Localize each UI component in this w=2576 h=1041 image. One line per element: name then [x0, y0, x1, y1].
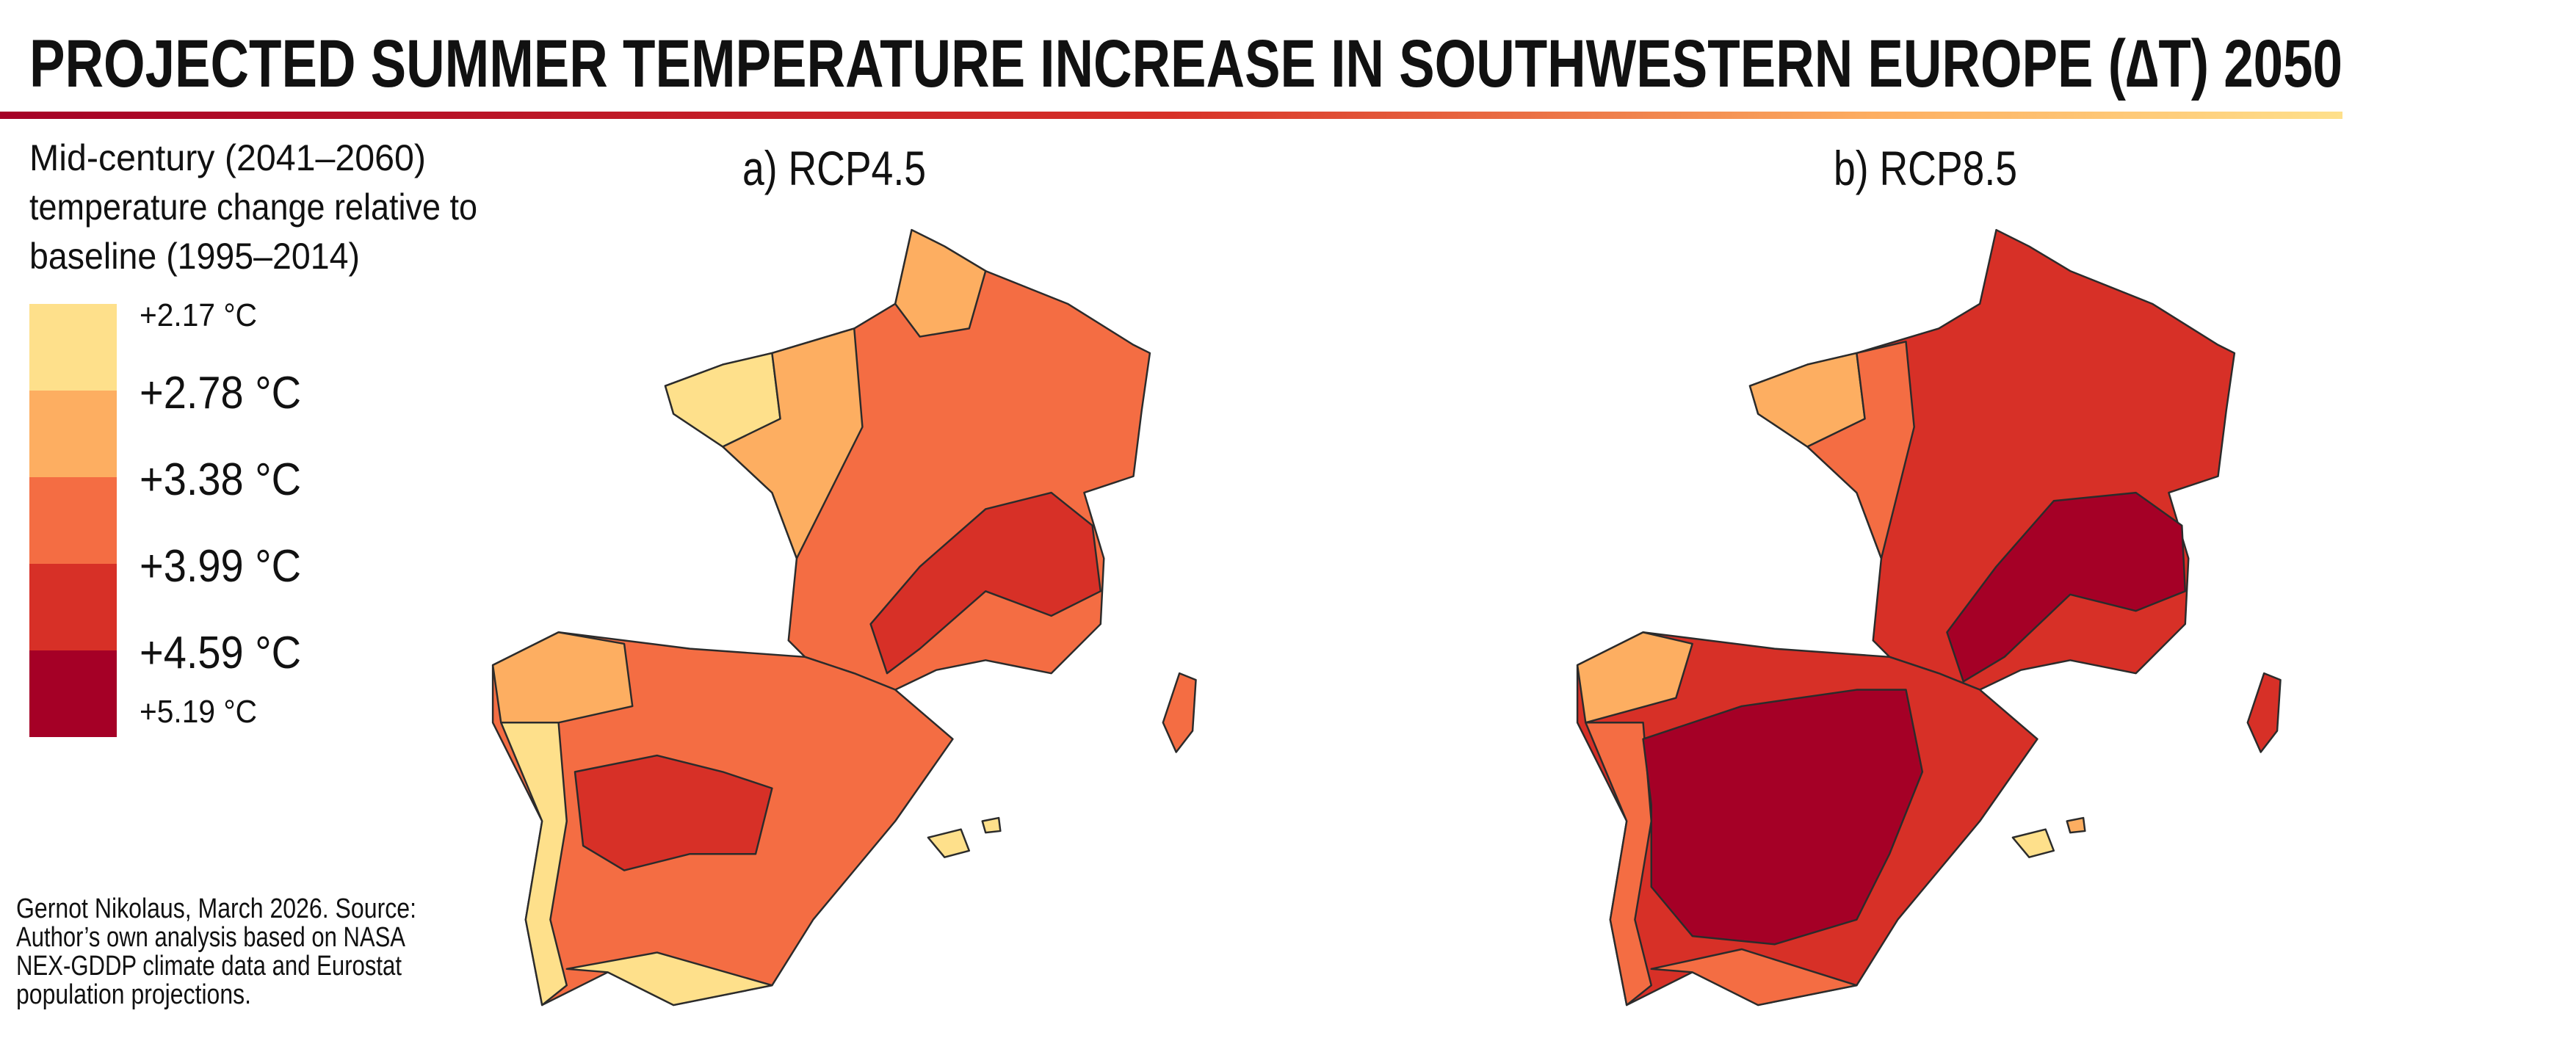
- region-balearics: [2011, 828, 2055, 858]
- legend: Mid-century (2041–2060) temperature chan…: [29, 137, 477, 737]
- map-rcp45: [491, 228, 1197, 1006]
- source-line: Author’s own analysis based on NASA: [16, 922, 406, 953]
- map-rcp85: [1576, 228, 2282, 1006]
- source-line: NEX-GDDP climate data and Eurostat: [16, 951, 402, 982]
- legend-label: +4.59 °C: [140, 628, 301, 678]
- legend-label: +3.38 °C: [140, 454, 301, 505]
- region-balearics: [927, 828, 971, 858]
- legend-swatch: [29, 304, 117, 391]
- legend-swatch: [29, 650, 117, 737]
- legend-title: Mid-century (2041–2060): [29, 137, 426, 178]
- legend-title: baseline (1995–2014): [29, 236, 360, 277]
- legend-swatch: [29, 391, 117, 477]
- region-rhone: [869, 491, 1102, 675]
- source-line: Gernot Nikolaus, March 2026. Source:: [16, 893, 416, 924]
- region-central-spain: [1642, 689, 1924, 946]
- source: Gernot Nikolaus, March 2026. Source: Aut…: [16, 893, 416, 1010]
- region-corsica: [1162, 672, 1197, 753]
- region-corsica: [2246, 672, 2282, 753]
- panel-title: b) RCP8.5: [1834, 141, 2017, 195]
- legend-label: +2.17 °C: [140, 297, 257, 333]
- title-rule: [0, 112, 2342, 119]
- region-balearics: [981, 816, 1002, 834]
- region-central-spain: [574, 754, 773, 871]
- region-rhone: [1946, 491, 2187, 683]
- region-portugal: [1585, 722, 1652, 1006]
- legend-swatch: [29, 477, 117, 564]
- region-balearics: [2066, 816, 2086, 834]
- region-west: [1806, 341, 1915, 559]
- legend-label: +3.99 °C: [140, 541, 301, 592]
- legend-label: +5.19 °C: [140, 694, 257, 730]
- region-galicia: [1576, 631, 1693, 724]
- legend-title: temperature change relative to: [29, 186, 477, 228]
- region-andalusia: [565, 951, 773, 1006]
- region-galicia: [491, 631, 634, 724]
- region-portugal: [500, 722, 568, 1006]
- source-line: population projections.: [16, 979, 251, 1010]
- legend-label: +2.78 °C: [140, 368, 301, 418]
- panel-title: a) RCP4.5: [742, 141, 926, 195]
- legend-swatch: [29, 564, 117, 650]
- region-north: [894, 228, 987, 338]
- title: PROJECTED SUMMER TEMPERATURE INCREASE IN…: [29, 26, 2342, 101]
- region-andalusia: [1650, 948, 1858, 1006]
- region-west: [722, 327, 864, 559]
